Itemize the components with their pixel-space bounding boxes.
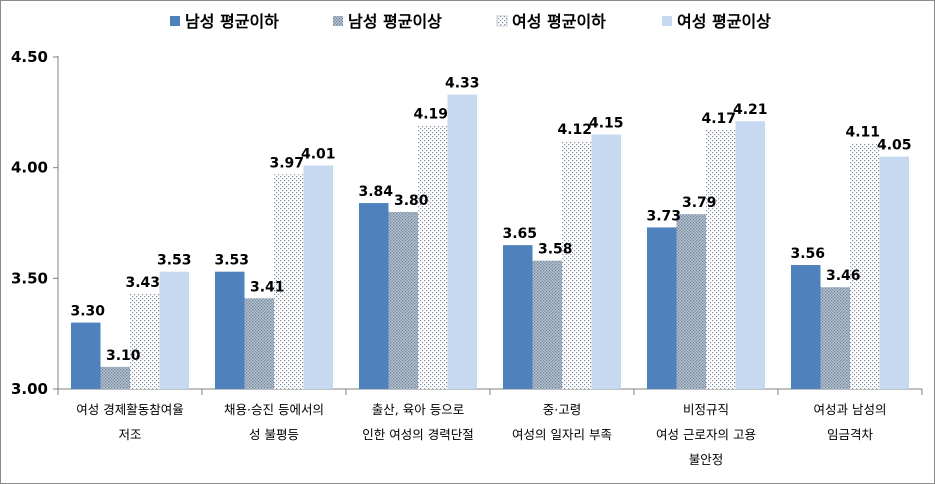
bar: [562, 141, 592, 389]
bar: [244, 298, 274, 389]
legend: 남성 평균이하 남성 평균이상 여성 평균이하 여성 평균이상: [170, 12, 771, 31]
bar-value-label: 3.56: [790, 246, 825, 262]
bar-value-label: 3.46: [826, 268, 861, 284]
bar-value-label: 3.53: [157, 253, 192, 269]
bar: [359, 203, 389, 389]
bar: [850, 143, 880, 389]
bar-value-label: 3.53: [214, 253, 249, 269]
y-tick-label: 3.50: [11, 269, 48, 287]
bar: [100, 366, 130, 389]
bar: [591, 134, 621, 389]
bar: [215, 271, 245, 389]
bar: [820, 287, 850, 389]
bar-value-label: 4.19: [413, 107, 448, 123]
bar-value-label: 3.79: [682, 195, 717, 211]
bar-value-label: 3.73: [646, 208, 681, 224]
bar: [706, 130, 736, 390]
bar-value-label: 4.33: [445, 76, 480, 92]
bar-value-label: 3.30: [70, 304, 105, 320]
value-labels: 3.30 3.53 3.84 3.65 3.73 3.56 3.10 3.41 3.80 3.58…: [70, 76, 911, 364]
bar-value-label: 4.15: [589, 115, 624, 131]
bar: [71, 322, 101, 389]
bar-value-label: 3.80: [394, 193, 429, 209]
legend-swatch: [496, 15, 508, 27]
y-tick-label: 4.50: [11, 48, 48, 66]
bar-value-label: 4.12: [557, 122, 592, 138]
bars: [71, 94, 909, 390]
legend-swatch: [170, 16, 180, 26]
bar: [159, 271, 189, 389]
x-category-label-line: 저조: [118, 427, 141, 442]
bar: [503, 245, 533, 389]
bar-value-label: 4.01: [301, 146, 336, 162]
bar-value-label: 4.21: [733, 102, 768, 118]
bar: [447, 94, 477, 390]
bar-value-label: 3.10: [106, 348, 141, 364]
x-category-label-line: 여성 근로자의 고용: [656, 427, 756, 442]
bar: [418, 125, 448, 389]
legend-label: 여성 평균이하: [512, 12, 606, 31]
bar-value-label: 4.11: [845, 124, 880, 140]
bar: [676, 214, 706, 389]
bar-value-label: 4.17: [701, 111, 736, 127]
bar: [532, 260, 562, 389]
bar: [274, 174, 304, 389]
bar: [879, 156, 909, 389]
y-tick-label: 3.00: [11, 380, 48, 398]
x-category-label-line: 출산, 육아 등으로: [372, 402, 464, 417]
bar-value-label: 3.65: [502, 226, 537, 242]
bar-value-label: 3.43: [125, 275, 160, 291]
legend-label: 남성 평균이상: [348, 12, 442, 31]
x-category-label-line: 여성의 일자리 부족: [512, 427, 612, 442]
bar: [303, 165, 333, 389]
x-category-label-line: 성 불평등: [249, 427, 299, 442]
bar: [791, 265, 821, 389]
bar-value-label: 3.97: [269, 155, 304, 171]
bar: [735, 121, 765, 389]
x-category-label-line: 불안정: [689, 452, 724, 467]
y-tick-label: 4.00: [11, 159, 48, 177]
legend-label: 남성 평균이하: [185, 12, 279, 31]
x-category-label-line: 여성과 남성의: [814, 402, 887, 417]
bar-value-label: 3.84: [358, 184, 393, 200]
x-category-label-line: 중·고령: [543, 402, 581, 417]
legend-swatch: [333, 16, 343, 26]
x-category-label-line: 여성 경제활동참여율: [76, 402, 183, 417]
x-category-label-line: 비정규직: [683, 402, 729, 417]
legend-label: 여성 평균이상: [677, 12, 771, 31]
bar-value-label: 4.05: [877, 138, 912, 154]
bar: [647, 227, 677, 389]
legend-swatch: [662, 16, 672, 26]
x-category-label-line: 임금격차: [827, 427, 874, 442]
bar-value-label: 3.58: [538, 242, 573, 258]
x-category-label-line: 인한 여성의 경력단절: [362, 427, 473, 442]
bar: [388, 211, 418, 389]
x-category-label-line: 채용·승진 등에서의: [224, 402, 324, 417]
bar-value-label: 3.41: [250, 279, 285, 295]
bar: [130, 293, 160, 389]
